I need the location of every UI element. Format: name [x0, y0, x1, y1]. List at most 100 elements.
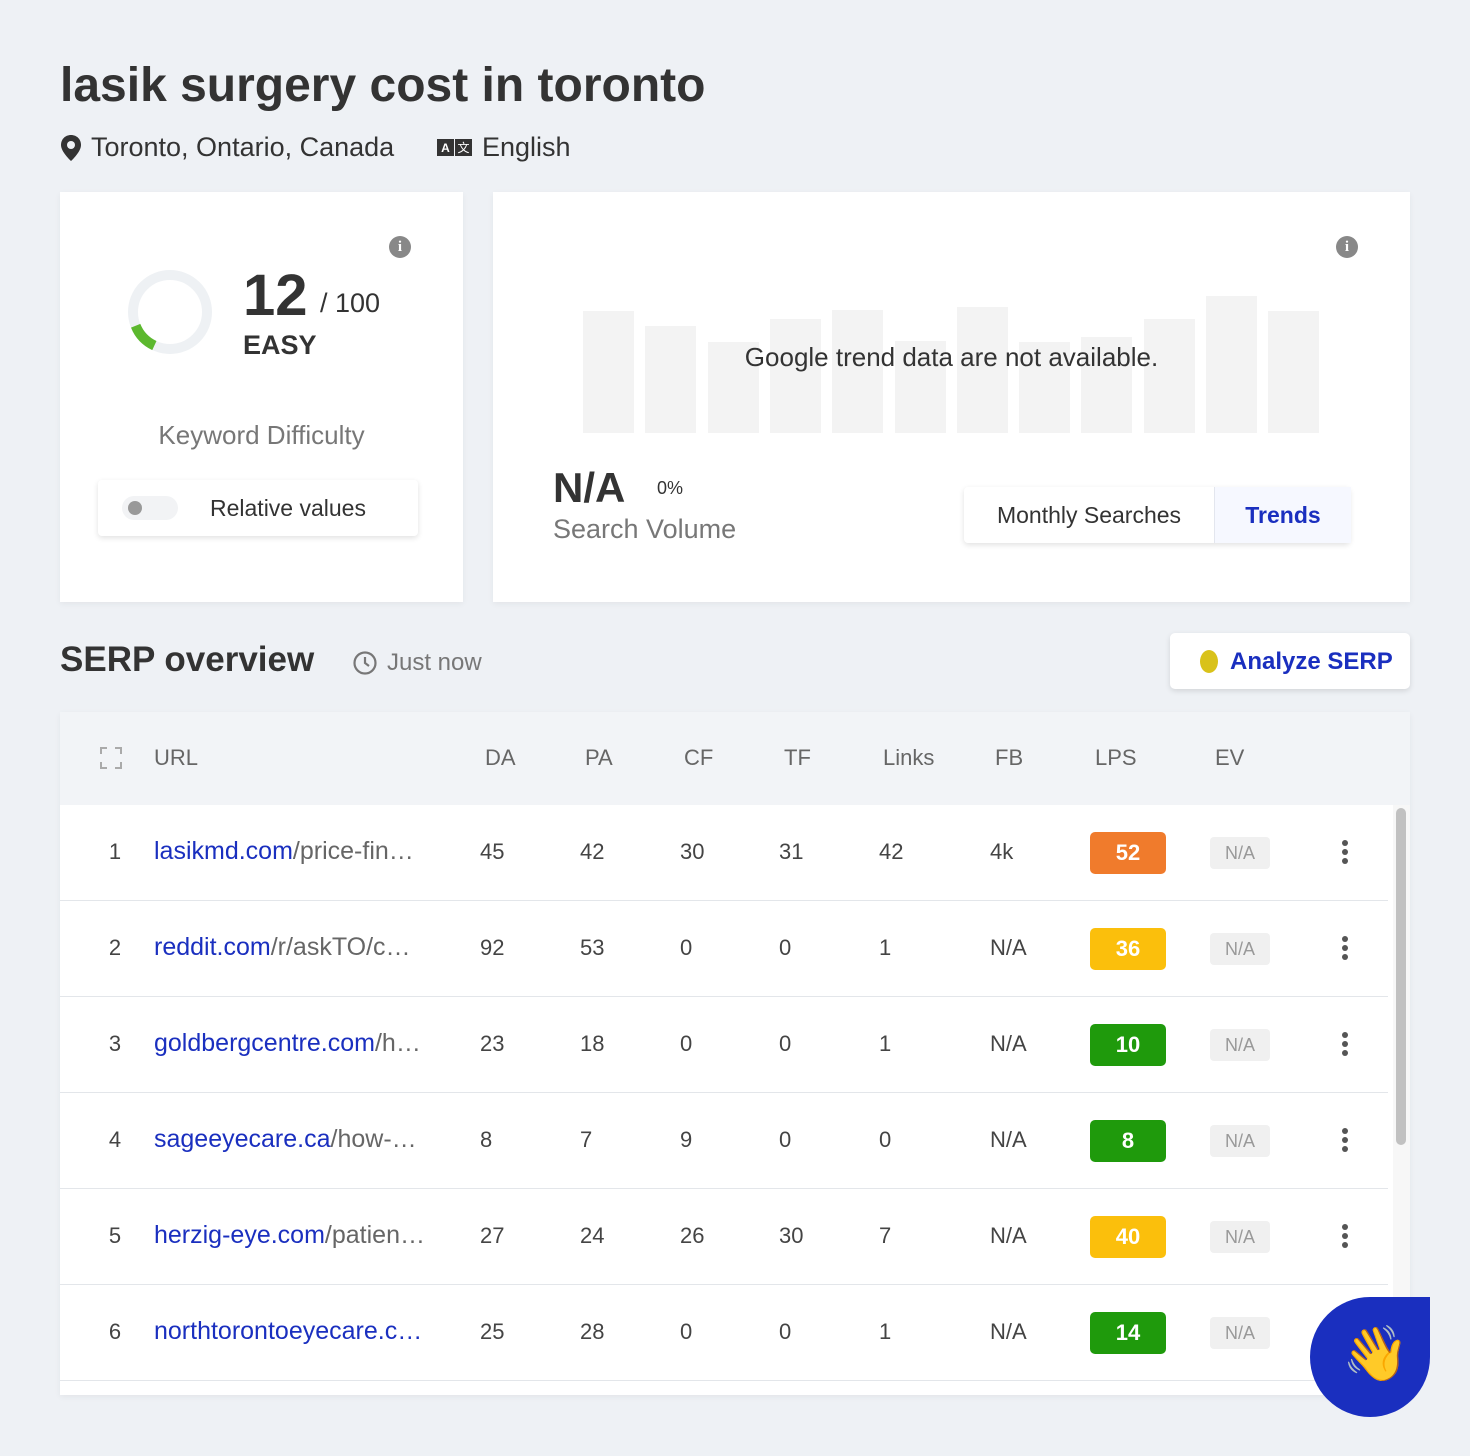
column-header[interactable]: DA: [485, 745, 516, 770]
tab[interactable]: Trends: [1245, 502, 1321, 528]
url-domain[interactable]: northtorontoeyecare.c…: [154, 1317, 423, 1345]
placeholder-bar: [645, 326, 697, 433]
placeholder-bar: [1268, 311, 1320, 433]
metric: 25: [480, 1319, 505, 1344]
table-row[interactable]: 1 lasikmd.com/price-fin… 45 42 30 31 42 4k 52 N/A: [60, 805, 1388, 901]
metric: 0: [779, 1127, 792, 1152]
menu-dot: [1342, 849, 1348, 855]
difficulty-max: / 100: [320, 288, 381, 318]
metric: 24: [580, 1223, 605, 1248]
url-domain[interactable]: herzig-eye.com: [154, 1221, 325, 1249]
url-path: /price-fin…: [292, 837, 414, 865]
placeholder-bar: [1206, 296, 1257, 433]
metric: 0: [779, 935, 792, 960]
difficulty-ring: [128, 270, 212, 354]
wave-icon: 👋: [1342, 1324, 1410, 1384]
url: herzig-eye.com/patien…: [154, 1221, 454, 1250]
column-header[interactable]: PA: [585, 745, 613, 770]
table-row[interactable]: 5 herzig-eye.com/patien… 27 24 26 30 7 N/A 40 N/A: [60, 1189, 1388, 1285]
menu-dot: [1342, 1041, 1348, 1047]
tab[interactable]: Monthly Searches: [996, 502, 1182, 528]
url: northtorontoeyecare.c…: [154, 1317, 454, 1346]
expand-icon[interactable]: [100, 747, 122, 769]
metric: 1: [879, 935, 892, 960]
url-domain[interactable]: lasikmd.com: [154, 837, 293, 865]
volume-value: N/A: [553, 464, 626, 511]
url: lasikmd.com/price-fin…: [154, 837, 454, 866]
metric: 8: [480, 1127, 493, 1152]
table-row[interactable]: 4 sageeyecare.ca/how-… 8 7 9 0 0 N/A 8 N/A: [60, 1093, 1388, 1189]
metric: N/A: [990, 935, 1027, 960]
trend-notice: Google trend data are not available.: [744, 342, 1159, 372]
menu-dot: [1342, 1224, 1348, 1230]
toggle-label: Relative values: [210, 495, 366, 521]
table-row[interactable]: 6 northtorontoeyecare.c… 25 28 0 0 1 N/A 14 N/A: [60, 1285, 1388, 1381]
url: reddit.com/r/askTO/c…: [154, 933, 454, 962]
difficulty-label: Keyword Difficulty: [158, 420, 365, 450]
serp-table: URL DA PA CF TF Links FB LPS EV 1 lasikmd.com/pric…: [60, 712, 1410, 1395]
metric: 0: [779, 1319, 792, 1344]
toggle[interactable]: Relative values: [98, 480, 418, 536]
metric: 30: [779, 1223, 804, 1248]
row-menu[interactable]: [1340, 1032, 1350, 1058]
url: goldbergcentre.com/h…: [154, 1029, 454, 1058]
clock-icon: [353, 651, 377, 675]
url-domain[interactable]: sageeyecare.ca: [154, 1125, 331, 1153]
metric: 27: [480, 1223, 505, 1248]
column-header[interactable]: TF: [784, 745, 811, 770]
menu-dot: [1342, 945, 1348, 951]
scrollbar[interactable]: [1393, 805, 1410, 1395]
ev-badge: N/A: [1210, 1221, 1270, 1253]
difficulty-arc: [131, 323, 157, 351]
metric: N/A: [990, 1223, 1027, 1248]
analyze-button[interactable]: Analyze SERP: [1170, 633, 1410, 689]
rank: 5: [108, 1223, 122, 1248]
info-icon[interactable]: i: [1336, 236, 1358, 258]
metric: 0: [680, 935, 693, 960]
info-icon[interactable]: i: [389, 236, 411, 258]
url-path: /r/askTO/c…: [270, 933, 411, 961]
url-domain[interactable]: reddit.com: [154, 933, 271, 961]
menu-dot: [1342, 1128, 1348, 1134]
metric: 92: [480, 935, 505, 960]
menu-dot: [1342, 858, 1348, 864]
row-menu[interactable]: [1340, 936, 1350, 962]
language: English: [482, 132, 571, 162]
keyword-title: lasik surgery cost in toronto: [60, 59, 706, 112]
metric: N/A: [990, 1319, 1027, 1344]
column-header[interactable]: EV: [1215, 745, 1245, 770]
column-header[interactable]: FB: [995, 745, 1024, 770]
placeholder-bar: [894, 341, 946, 433]
row-menu[interactable]: [1340, 1128, 1350, 1154]
column-header[interactable]: Links: [883, 745, 935, 770]
placeholder-bar: [769, 319, 821, 433]
svg-text:A: A: [441, 141, 450, 155]
ev-badge: N/A: [1210, 933, 1270, 965]
tab-active[interactable]: Trends: [1214, 487, 1351, 543]
chat-button[interactable]: 👋: [1310, 1297, 1430, 1417]
metric: 0: [879, 1127, 892, 1152]
lps-badge: 8: [1090, 1120, 1166, 1162]
metric: N/A: [990, 1127, 1027, 1152]
metric: 7: [879, 1223, 892, 1248]
menu-dot: [1342, 1032, 1348, 1038]
metric: 42: [580, 839, 605, 864]
column-header[interactable]: LPS: [1095, 745, 1137, 770]
location: Toronto, Ontario, Canada: [91, 132, 395, 162]
column-header[interactable]: URL: [154, 745, 199, 770]
metric: 30: [680, 839, 705, 864]
table-row[interactable]: 3 goldbergcentre.com/h… 23 18 0 0 1 N/A 10 N/A: [60, 997, 1388, 1093]
table-row[interactable]: 2 reddit.com/r/askTO/c… 92 53 0 0 1 N/A 36 N/A: [60, 901, 1388, 997]
url-domain[interactable]: goldbergcentre.com: [154, 1029, 375, 1057]
row-menu[interactable]: [1340, 840, 1350, 866]
menu-dot: [1342, 1233, 1348, 1239]
switch[interactable]: [122, 496, 178, 520]
metric: 0: [779, 1031, 792, 1056]
column-header[interactable]: CF: [684, 745, 714, 770]
serp-title: SERP overview: [60, 640, 315, 679]
lps-badge: 10: [1090, 1024, 1166, 1066]
row-menu[interactable]: [1340, 1224, 1350, 1250]
placeholder-bar: [1143, 319, 1195, 433]
tabs: Monthly Searches Trends: [964, 487, 1351, 543]
